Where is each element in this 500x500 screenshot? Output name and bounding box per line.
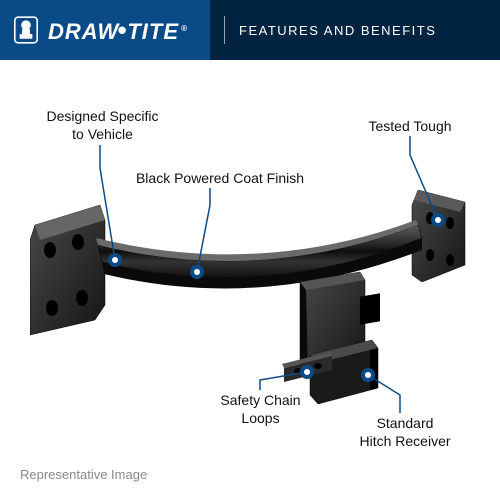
page-title: FEATURES AND BENEFITS	[239, 23, 436, 38]
brand-logo-block: DRAW•TITE®	[0, 0, 210, 60]
callout-tested: Tested Tough	[355, 118, 465, 136]
header-bar: DRAW•TITE® FEATURES AND BENEFITS	[0, 0, 500, 60]
hitch-ball-icon	[10, 14, 42, 46]
diagram-stage: Designed Specificto Vehicle Black Powere…	[0, 60, 500, 500]
callout-finish: Black Powered Coat Finish	[120, 170, 320, 188]
brand-wordmark: DRAW•TITE®	[48, 17, 188, 43]
footer-caption: Representative Image	[20, 467, 147, 482]
callout-loops: Safety ChainLoops	[208, 392, 313, 427]
title-block: FEATURES AND BENEFITS	[210, 0, 500, 60]
brand-left: DRAW	[48, 19, 119, 44]
header-divider	[224, 16, 225, 44]
callout-receiver: StandardHitch Receiver	[350, 415, 460, 450]
brand-right: TITE	[127, 19, 179, 44]
callout-designed: Designed Specificto Vehicle	[30, 108, 175, 143]
